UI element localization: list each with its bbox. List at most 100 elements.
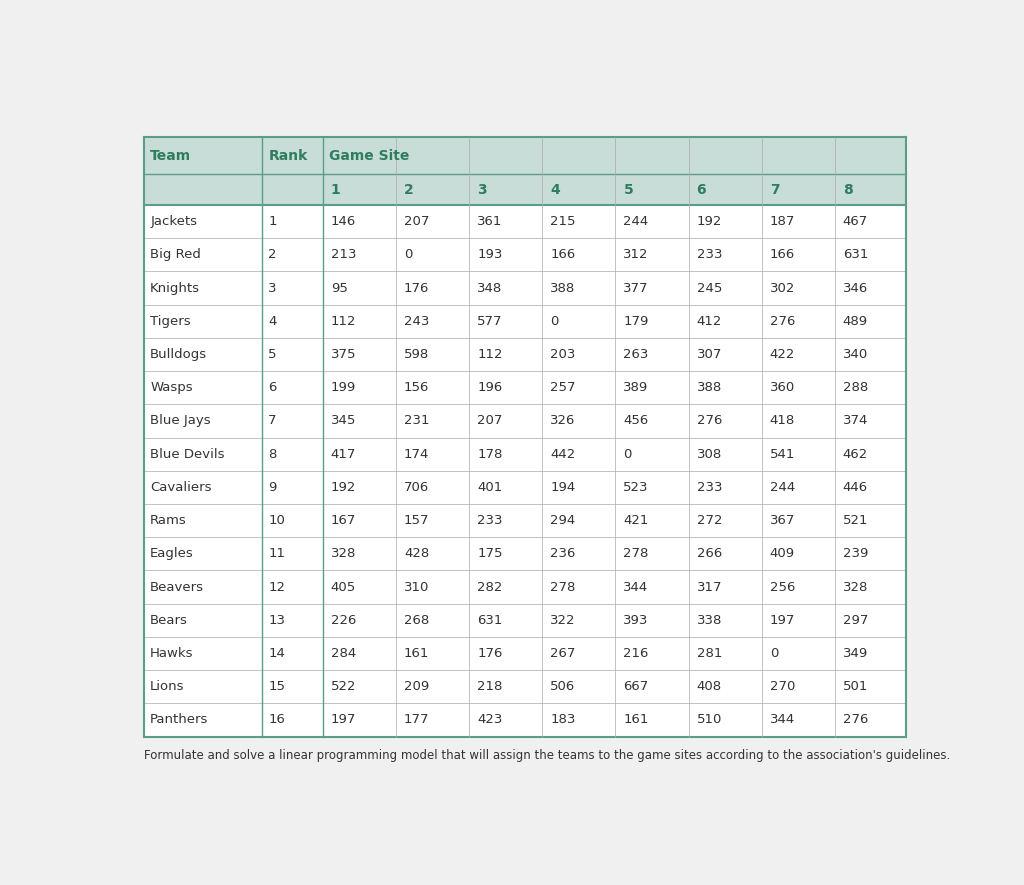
Text: Panthers: Panthers bbox=[151, 713, 209, 727]
Text: 302: 302 bbox=[770, 281, 795, 295]
Text: 344: 344 bbox=[770, 713, 795, 727]
Text: 161: 161 bbox=[624, 713, 649, 727]
Text: 244: 244 bbox=[624, 215, 648, 228]
Text: 179: 179 bbox=[624, 315, 649, 327]
Text: 282: 282 bbox=[477, 581, 503, 594]
Text: 3: 3 bbox=[268, 281, 276, 295]
Text: 288: 288 bbox=[843, 381, 868, 394]
Text: 423: 423 bbox=[477, 713, 503, 727]
Text: 418: 418 bbox=[770, 414, 795, 427]
Text: 192: 192 bbox=[696, 215, 722, 228]
Text: 349: 349 bbox=[843, 647, 868, 660]
Bar bbox=[143, 238, 906, 272]
Text: 328: 328 bbox=[843, 581, 868, 594]
Bar bbox=[143, 371, 906, 404]
Text: 8: 8 bbox=[843, 182, 853, 196]
Text: Game Site: Game Site bbox=[330, 149, 410, 163]
Text: 203: 203 bbox=[550, 348, 575, 361]
Text: 263: 263 bbox=[624, 348, 649, 361]
Text: 5: 5 bbox=[624, 182, 633, 196]
Text: 541: 541 bbox=[770, 448, 795, 461]
Text: 408: 408 bbox=[696, 681, 722, 693]
Text: 2: 2 bbox=[404, 182, 414, 196]
Text: 401: 401 bbox=[477, 481, 503, 494]
Text: 706: 706 bbox=[404, 481, 429, 494]
Text: 294: 294 bbox=[550, 514, 575, 527]
Text: Knights: Knights bbox=[151, 281, 201, 295]
Text: 631: 631 bbox=[843, 249, 868, 261]
Text: 197: 197 bbox=[331, 713, 356, 727]
Bar bbox=[143, 404, 906, 437]
Bar bbox=[143, 537, 906, 571]
Text: 1: 1 bbox=[268, 215, 276, 228]
Text: 218: 218 bbox=[477, 681, 503, 693]
Text: 0: 0 bbox=[404, 249, 413, 261]
Text: 193: 193 bbox=[477, 249, 503, 261]
Text: 276: 276 bbox=[770, 315, 795, 327]
Bar bbox=[143, 637, 906, 670]
Text: 176: 176 bbox=[477, 647, 503, 660]
Text: Tigers: Tigers bbox=[151, 315, 190, 327]
Text: 5: 5 bbox=[268, 348, 276, 361]
Text: 489: 489 bbox=[843, 315, 868, 327]
Text: 268: 268 bbox=[404, 614, 429, 627]
Text: 456: 456 bbox=[624, 414, 648, 427]
Text: 4: 4 bbox=[268, 315, 276, 327]
Text: 389: 389 bbox=[624, 381, 648, 394]
Text: 270: 270 bbox=[770, 681, 795, 693]
Text: 272: 272 bbox=[696, 514, 722, 527]
Text: 297: 297 bbox=[843, 614, 868, 627]
Text: 2: 2 bbox=[268, 249, 276, 261]
Text: 233: 233 bbox=[477, 514, 503, 527]
Bar bbox=[143, 205, 906, 238]
Text: 199: 199 bbox=[331, 381, 356, 394]
Text: 344: 344 bbox=[624, 581, 648, 594]
Text: 338: 338 bbox=[696, 614, 722, 627]
Text: 328: 328 bbox=[331, 547, 356, 560]
Text: 207: 207 bbox=[404, 215, 429, 228]
Text: 375: 375 bbox=[331, 348, 356, 361]
Text: 506: 506 bbox=[550, 681, 575, 693]
Text: 267: 267 bbox=[550, 647, 575, 660]
Text: 112: 112 bbox=[477, 348, 503, 361]
Text: Beavers: Beavers bbox=[151, 581, 204, 594]
Text: 174: 174 bbox=[404, 448, 429, 461]
Text: 0: 0 bbox=[770, 647, 778, 660]
Text: 278: 278 bbox=[624, 547, 649, 560]
Text: 194: 194 bbox=[550, 481, 575, 494]
Text: 598: 598 bbox=[404, 348, 429, 361]
Text: 310: 310 bbox=[404, 581, 429, 594]
Text: 322: 322 bbox=[550, 614, 575, 627]
Text: 207: 207 bbox=[477, 414, 503, 427]
Bar bbox=[143, 604, 906, 637]
Text: 340: 340 bbox=[843, 348, 868, 361]
Text: 326: 326 bbox=[550, 414, 575, 427]
Text: 8: 8 bbox=[268, 448, 276, 461]
Text: 312: 312 bbox=[624, 249, 649, 261]
Text: 233: 233 bbox=[696, 249, 722, 261]
Text: 501: 501 bbox=[843, 681, 868, 693]
Text: 281: 281 bbox=[696, 647, 722, 660]
Text: 276: 276 bbox=[843, 713, 868, 727]
Text: 15: 15 bbox=[268, 681, 286, 693]
Text: 521: 521 bbox=[843, 514, 868, 527]
Text: 412: 412 bbox=[696, 315, 722, 327]
Text: 421: 421 bbox=[624, 514, 649, 527]
Bar bbox=[143, 304, 906, 338]
Text: 245: 245 bbox=[696, 281, 722, 295]
Text: 239: 239 bbox=[843, 547, 868, 560]
Text: 12: 12 bbox=[268, 581, 286, 594]
Text: 6: 6 bbox=[696, 182, 707, 196]
Text: 209: 209 bbox=[404, 681, 429, 693]
Bar bbox=[143, 571, 906, 604]
Text: 95: 95 bbox=[331, 281, 348, 295]
Text: 422: 422 bbox=[770, 348, 795, 361]
Text: 278: 278 bbox=[550, 581, 575, 594]
Text: 462: 462 bbox=[843, 448, 868, 461]
Text: 233: 233 bbox=[696, 481, 722, 494]
Text: 9: 9 bbox=[268, 481, 276, 494]
Text: 307: 307 bbox=[696, 348, 722, 361]
Text: 467: 467 bbox=[843, 215, 868, 228]
Text: 213: 213 bbox=[331, 249, 356, 261]
Text: 196: 196 bbox=[477, 381, 503, 394]
